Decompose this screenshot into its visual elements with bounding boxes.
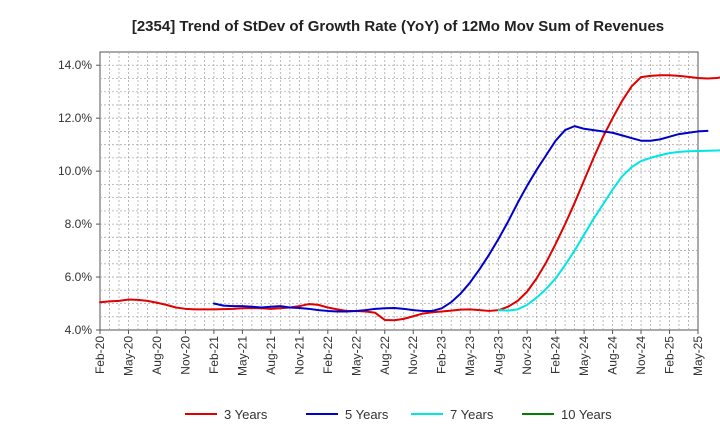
x-tick-label: Nov-21 — [292, 336, 306, 375]
x-tick-label: Nov-20 — [178, 336, 192, 375]
x-tick-label: Feb-22 — [321, 336, 335, 374]
x-tick-label: May-20 — [121, 336, 135, 376]
y-tick-label: 6.0% — [65, 270, 93, 284]
x-tick-label: May-22 — [349, 336, 363, 376]
x-tick-label: May-21 — [235, 336, 249, 376]
x-tick-label: Aug-24 — [606, 336, 620, 375]
x-tick-label: Aug-23 — [492, 336, 506, 375]
legend: 3 Years 5 Years 7 Years 10 Years — [185, 407, 612, 422]
x-axis: Feb-20 May-20 Aug-20 Nov-20 Feb-21 May-21 Aug-… — [93, 330, 705, 376]
y-tick-label: 8.0% — [65, 217, 93, 231]
x-tick-label: Feb-25 — [663, 336, 677, 374]
y-tick-label: 4.0% — [65, 323, 93, 337]
x-tick-label: May-23 — [463, 336, 477, 376]
series-line-5-years — [212, 125, 709, 313]
y-axis: 4.0% 6.0% 8.0% 10.0% 12.0% 14.0% — [58, 58, 100, 337]
y-tick-label: 12.0% — [58, 111, 92, 125]
x-tick-label: Feb-24 — [549, 336, 563, 374]
legend-label: 3 Years — [224, 407, 268, 422]
x-tick-label: Feb-20 — [93, 336, 107, 374]
x-tick-label: Aug-20 — [150, 336, 164, 375]
x-tick-label: Feb-23 — [435, 336, 449, 374]
x-tick-label: Feb-21 — [207, 336, 221, 374]
legend-label: 5 Years — [345, 407, 389, 422]
x-tick-label: May-25 — [691, 336, 705, 376]
x-tick-label: Nov-24 — [634, 336, 648, 375]
x-tick-label: Aug-21 — [264, 336, 278, 375]
x-tick-label: May-24 — [577, 336, 591, 376]
chart-title: [2354] Trend of StDev of Growth Rate (Yo… — [132, 18, 664, 35]
x-tick-label: Nov-22 — [406, 336, 420, 375]
legend-label: 10 Years — [561, 407, 612, 422]
y-tick-label: 14.0% — [58, 58, 92, 72]
series-layer — [99, 74, 720, 322]
x-tick-label: Nov-23 — [520, 336, 534, 375]
series-line-3-years — [99, 74, 720, 322]
legend-label: 7 Years — [450, 407, 494, 422]
x-tick-label: Aug-22 — [378, 336, 392, 375]
y-tick-label: 10.0% — [58, 164, 92, 178]
series-line-7-years — [497, 149, 720, 312]
plot-area — [99, 51, 699, 331]
